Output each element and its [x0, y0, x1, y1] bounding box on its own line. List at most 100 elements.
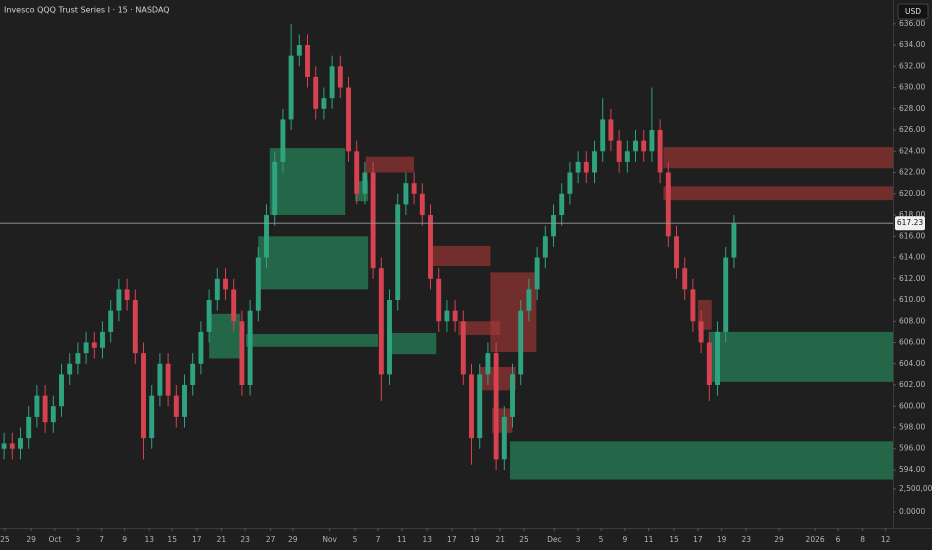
demand-zone — [710, 331, 893, 382]
candle-body — [34, 395, 40, 417]
x-tick-label: 17 — [192, 535, 202, 544]
x-tick-label: 15 — [167, 535, 177, 544]
y-tick-label: 616.00 — [899, 231, 925, 240]
candle-body — [469, 374, 474, 439]
x-tick-label: 7 — [376, 535, 381, 544]
candle-body — [485, 353, 491, 375]
candle-body — [296, 45, 302, 56]
x-tick-label: 8 — [860, 535, 865, 544]
candle-body — [206, 300, 212, 332]
x-tick-label: 19 — [470, 535, 480, 544]
x-tick-label: 7 — [99, 535, 104, 544]
x-tick-label: 5 — [599, 535, 604, 544]
candle-body — [1, 443, 7, 449]
candle-body — [559, 193, 565, 216]
supply-zone — [458, 321, 501, 336]
candle-body — [59, 374, 64, 407]
y-tick-label: 620.00 — [899, 189, 925, 198]
candle-body — [247, 310, 253, 386]
candle-body — [100, 331, 105, 348]
candle-body — [616, 140, 622, 162]
candle-body — [501, 416, 507, 460]
demand-zone — [246, 334, 379, 347]
x-tick-label: 5 — [353, 535, 358, 544]
x-tick-label: 21 — [495, 535, 505, 544]
candle-body — [444, 310, 450, 322]
candle-body — [723, 257, 729, 332]
x-tick-label: 17 — [447, 535, 457, 544]
demand-zone — [510, 441, 893, 480]
supply-zone — [365, 156, 415, 173]
candle-body — [157, 363, 163, 396]
candle-body — [362, 172, 368, 194]
candle-body — [321, 98, 327, 109]
candle-body — [182, 385, 187, 417]
candle-body — [329, 66, 335, 99]
x-tick-label: 19 — [717, 535, 727, 544]
candle-body — [731, 223, 737, 258]
candle-body — [149, 395, 155, 439]
y-tick-label: 628.00 — [899, 104, 925, 113]
candle-body — [551, 215, 556, 237]
volume-tick-label: 0.0000 — [899, 507, 925, 516]
candle-body — [239, 321, 245, 386]
candle-body — [624, 151, 630, 162]
x-tick-label: 29 — [774, 535, 784, 544]
candle-body — [272, 161, 278, 216]
y-tick-label: 634.00 — [899, 40, 925, 49]
candle-body — [346, 87, 351, 152]
candle-body — [116, 289, 122, 311]
candle-body — [690, 289, 696, 322]
x-tick-label: Nov — [322, 535, 337, 544]
currency-label[interactable]: USD — [905, 7, 921, 16]
demand-zone — [387, 332, 437, 355]
y-tick-label: 612.00 — [899, 274, 925, 283]
candle-body — [141, 353, 146, 439]
candle-body — [132, 300, 138, 354]
candle-body — [518, 310, 524, 375]
x-tick-label: 17 — [693, 535, 703, 544]
x-tick-label: 12 — [881, 535, 891, 544]
candle-body — [510, 374, 515, 417]
demand-zone — [258, 236, 369, 290]
candle-body — [280, 119, 286, 162]
x-tick-label: Oct — [48, 535, 61, 544]
candle-body — [173, 395, 179, 417]
x-tick-label: 25 — [519, 535, 529, 544]
candle-body — [665, 172, 671, 237]
candle-body — [83, 342, 89, 354]
candle-body — [411, 183, 417, 194]
candle-body — [452, 310, 458, 322]
y-tick-label: 606.00 — [899, 338, 925, 347]
supply-zone — [663, 147, 893, 169]
candle-body — [198, 331, 204, 364]
candle-body — [706, 342, 712, 386]
candle-body — [600, 119, 606, 152]
y-tick-label: 610.00 — [899, 295, 925, 304]
candle-body — [223, 278, 228, 290]
y-tick-label: 624.00 — [899, 146, 925, 155]
candle-body — [214, 278, 220, 301]
candle-body — [387, 300, 392, 375]
currency-box[interactable] — [897, 3, 929, 20]
chart-title: Invesco QQQ Trust Series I · 15 · NASDAQ — [4, 6, 170, 15]
candle-body — [428, 215, 433, 279]
x-tick-label: 23 — [741, 535, 751, 544]
candle-body — [75, 353, 81, 364]
candle-body — [542, 236, 548, 258]
candle-body — [592, 151, 597, 173]
x-tick-label: 27 — [266, 535, 276, 544]
supply-zone — [428, 245, 491, 267]
x-tick-label: 11 — [397, 535, 407, 544]
candle-body — [674, 236, 679, 269]
y-tick-label: 626.00 — [899, 125, 925, 134]
candle-body — [698, 321, 704, 343]
last-price-box — [895, 216, 925, 231]
y-tick-label: 636.00 — [899, 19, 925, 28]
candle-body — [526, 289, 532, 311]
candle-body — [91, 342, 97, 348]
candle-body — [534, 257, 540, 290]
candle-body — [657, 130, 663, 173]
